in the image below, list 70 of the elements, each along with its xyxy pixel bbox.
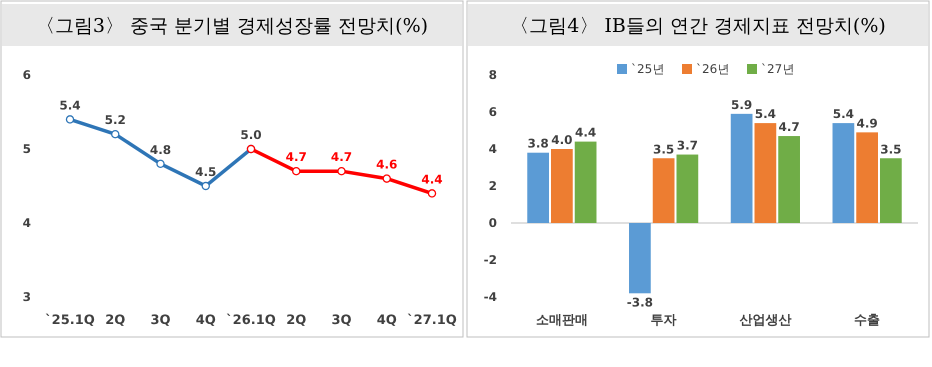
x-tick-label: 3Q: [150, 313, 171, 328]
chart-title: 〈그림4〉 IB들의 연간 경제지표 전망치(%): [510, 15, 886, 37]
point: [428, 189, 436, 198]
data-label: 4.7: [330, 150, 352, 164]
bar: [676, 154, 698, 223]
data-label: 4.7: [286, 150, 307, 164]
point: [382, 174, 391, 183]
y-tick-label: 2: [488, 179, 497, 193]
point: [202, 182, 210, 190]
y-tick-label: 4: [22, 216, 31, 230]
data-label: 4.8: [150, 142, 172, 157]
y-tick-label: -4: [484, 290, 497, 304]
x-tick-label: 투자: [650, 313, 677, 328]
x-tick-label: 4Q: [196, 313, 216, 328]
data-label: 4.4: [421, 172, 443, 186]
point: [111, 130, 120, 138]
data-label: 4.4: [574, 126, 596, 140]
data-label: 5.2: [104, 113, 126, 128]
x-tick-label: 소매판매: [536, 313, 588, 328]
x-tick-label: 4Q: [376, 313, 397, 328]
y-tick-label: 0: [488, 216, 497, 230]
y-tick-label: 4: [488, 142, 497, 156]
x-tick-label: 수출: [854, 313, 880, 328]
data-label: 4.6: [376, 158, 398, 172]
data-label: 3.7: [676, 138, 698, 153]
data-label: 5.0: [240, 128, 262, 142]
y-tick-label: -2: [484, 253, 497, 267]
data-label: 5.4: [754, 107, 776, 122]
data-label: 4.9: [856, 116, 878, 130]
y-tick-label: 6: [22, 68, 31, 82]
point: [292, 166, 300, 176]
y-tick-label: 5: [22, 142, 31, 156]
point: [156, 160, 165, 168]
point: [337, 166, 346, 176]
bar: [832, 123, 854, 223]
bar: [730, 114, 753, 223]
bar: [574, 142, 596, 223]
data-label: 4.5: [195, 165, 216, 179]
bar: [629, 223, 651, 294]
point: [66, 115, 74, 124]
data-label: 5.4: [59, 98, 81, 112]
data-label: 4.7: [778, 120, 800, 134]
y-tick-label: 8: [488, 68, 497, 82]
bar: [778, 136, 800, 223]
legend-label: `25년: [631, 62, 664, 76]
bar: [754, 123, 776, 223]
x-tick-label: 2Q: [105, 313, 126, 328]
y-tick-label: 6: [488, 105, 497, 119]
bar: [652, 158, 674, 223]
chart-title: 〈그림3〉 중국 분기별 경제성장률 전망치(%): [36, 15, 428, 37]
x-tick-label: `25.1Q: [45, 313, 95, 328]
legend-label: `27년: [761, 62, 794, 76]
bar: [551, 149, 573, 223]
bar: [856, 132, 878, 223]
x-tick-label: 2Q: [286, 313, 306, 328]
bar: [527, 152, 550, 223]
data-label: -3.8: [626, 295, 654, 310]
data-label: 5.9: [731, 98, 752, 112]
data-label: 4.0: [551, 133, 573, 147]
legend-label: `26년: [696, 62, 730, 76]
data-label: 5.4: [832, 107, 854, 122]
x-tick-label: `27.1Q: [407, 313, 457, 328]
y-tick-label: 3: [22, 290, 31, 304]
data-label: 3.5: [880, 142, 902, 156]
data-label: 3.8: [528, 136, 549, 151]
bar: [880, 158, 902, 223]
x-tick-label: 3Q: [331, 313, 352, 328]
x-tick-label: `26.1Q: [226, 313, 276, 328]
x-tick-label: 산업생산: [739, 313, 792, 328]
data-label: 3.5: [652, 142, 674, 156]
